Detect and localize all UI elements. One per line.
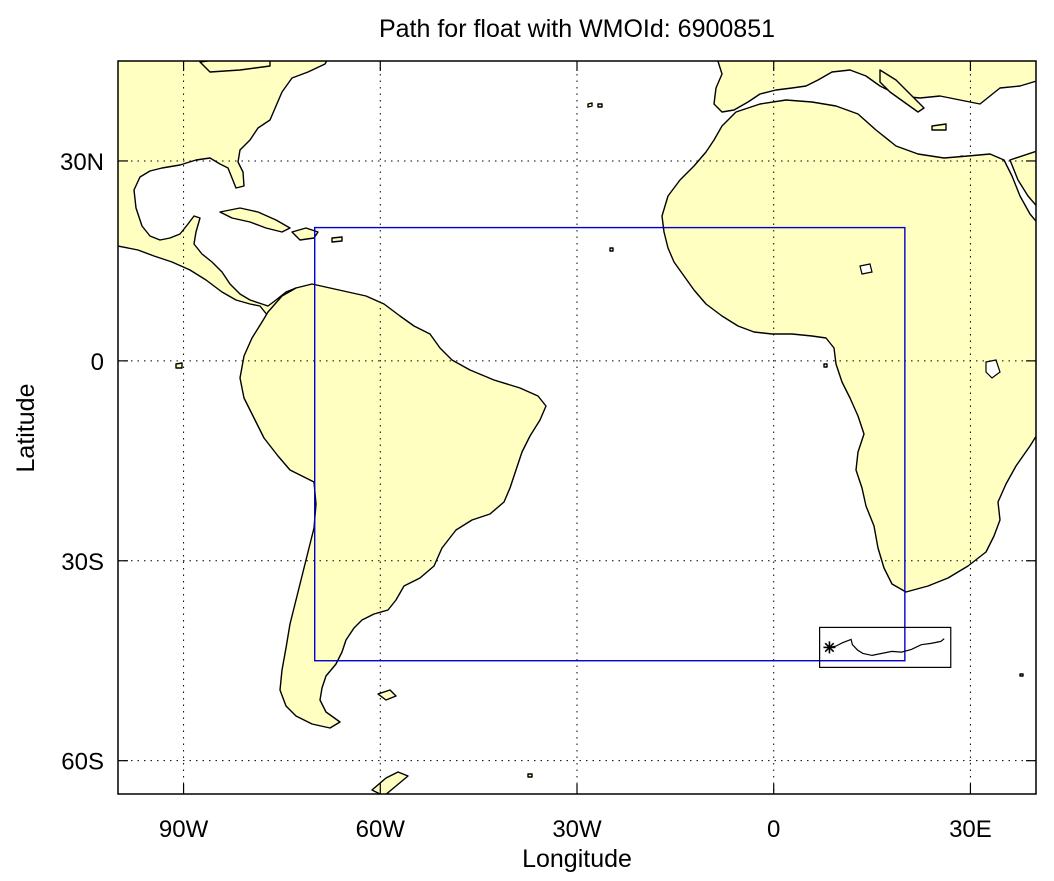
x-tick-label: 30E (949, 816, 992, 843)
land-hispaniola (291, 227, 319, 241)
y-axis-ticks: 30N 0 30S 60S (60, 149, 1036, 776)
land-middle-east (1009, 150, 1036, 207)
asterisk-stroke (824, 642, 835, 653)
lake-chad (859, 263, 873, 275)
land-cuba (219, 207, 291, 233)
land-puerto-rico (331, 236, 343, 243)
x-axis-ticks: 90W 60W 30W 0 30E (159, 61, 992, 843)
float-path-line (829, 638, 945, 657)
land-north-america (118, 61, 328, 317)
x-tick-label: 30W (552, 816, 602, 843)
land-north-islands (199, 61, 271, 73)
x-tick-label: 60W (356, 816, 406, 843)
x-tick-label: 90W (159, 816, 209, 843)
land-europe (713, 61, 1036, 113)
land-italy (879, 69, 925, 113)
land-africa (661, 99, 1036, 593)
x-axis-label: Longitude (522, 845, 632, 873)
float-box (819, 626, 952, 668)
land-layer (118, 61, 1046, 794)
map-title: Path for float with WMOId: 6900851 (379, 15, 775, 43)
region-box (314, 226, 906, 662)
x-tick-label: 0 (767, 816, 780, 843)
y-axis-label: Latitude (12, 384, 40, 473)
y-tick-label: 0 (91, 349, 104, 376)
float-start-asterisk (823, 641, 836, 654)
land-madagascar (1040, 360, 1046, 400)
y-tick-label: 60S (61, 749, 104, 776)
land-falklands (377, 689, 397, 701)
y-tick-label: 30S (61, 549, 104, 576)
lake-victoria (985, 359, 1001, 379)
land-atlantic-islands (175, 102, 1024, 778)
land-antarctic-peninsula (371, 771, 409, 794)
y-tick-label: 30N (60, 149, 104, 176)
